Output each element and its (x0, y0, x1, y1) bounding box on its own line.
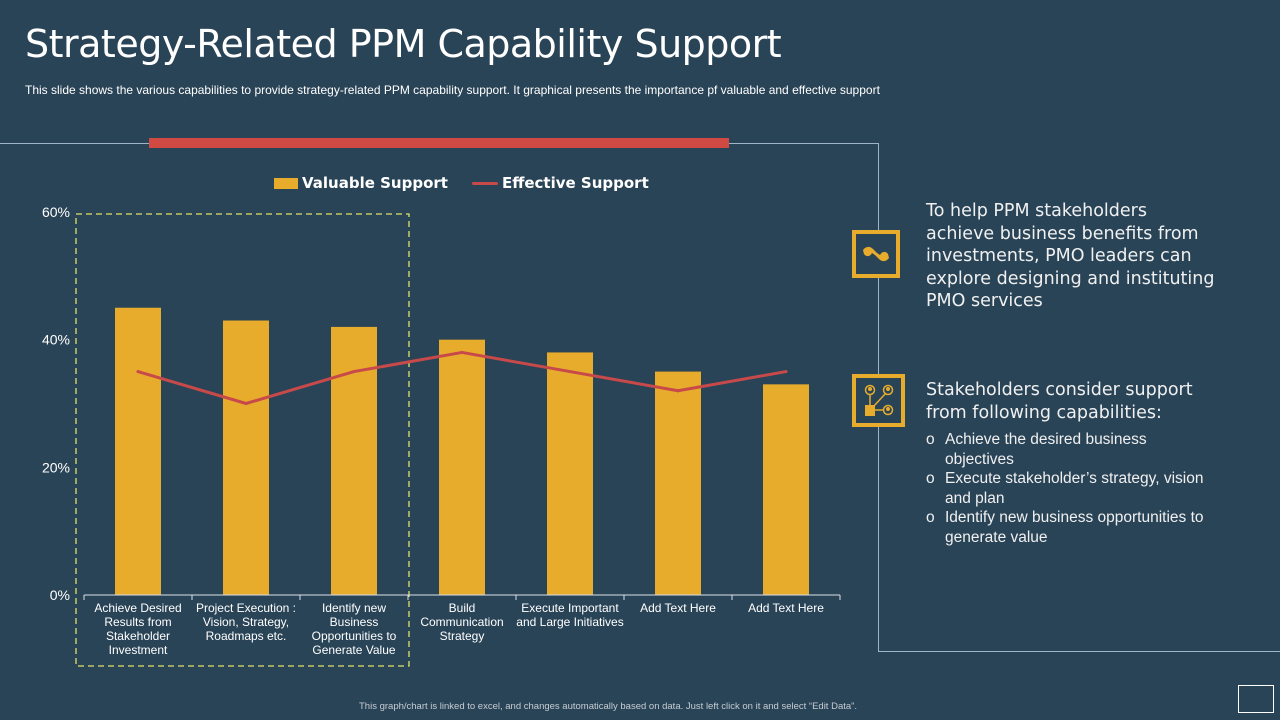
side-text-block-2: Stakeholders consider support from follo… (926, 379, 1236, 424)
placeholder-box (1238, 685, 1274, 713)
side-text-line: explore designing and instituting (926, 268, 1215, 289)
x-tick-label-line: Investment (109, 643, 168, 657)
x-tick-label-line: Add Text Here (640, 601, 716, 615)
x-tick-label-line: Execute Important (521, 601, 619, 615)
frame-line-bottom (878, 651, 1280, 652)
list-item: o Achieve the desired business objective… (926, 430, 1226, 469)
bullet-marker: o (926, 431, 935, 448)
handshake-icon-box (852, 230, 900, 278)
bar-line-chart[interactable]: 0%20%40%60%Achieve Desired Results from St… (0, 160, 860, 680)
x-tick-label-line: Stakeholder (106, 629, 170, 643)
list-item-line: objectives (945, 450, 1014, 468)
list-item-line: Achieve the desired business (945, 431, 1147, 448)
y-tick-label: 20% (42, 459, 70, 475)
bar-valuable-support (331, 326, 377, 595)
x-tick-label: Achieve Desired Results from Stakeholder In… (94, 601, 181, 657)
chart-legend: Valuable Support Effective Support (274, 174, 649, 192)
x-tick-label-line: Vision, Strategy, (203, 615, 289, 629)
point-effective-support (244, 402, 248, 405)
x-tick-label: Identify new Business Opportunities to Gene… (312, 601, 397, 657)
x-tick-label: Build Communication Strategy (420, 601, 503, 643)
list-item-line: and plan (945, 489, 1005, 507)
x-tick-label-line: Results from (104, 615, 171, 629)
highlight-box (75, 213, 410, 667)
point-effective-support (460, 350, 464, 354)
point-effective-support (568, 370, 572, 374)
frame-line-top-left (0, 143, 150, 144)
bar-valuable-support (439, 339, 485, 595)
point-effective-support (676, 389, 680, 393)
x-tick-label-line: and Large Initiatives (516, 615, 623, 629)
accent-bar (149, 138, 729, 148)
legend-label-valuable-support: Valuable Support (302, 174, 448, 192)
list-item-line: generate value (945, 528, 1048, 546)
footer-note: This graph/chart is linked to excel, and… (359, 701, 857, 712)
list-item-line: Identify new business opportunities to (945, 509, 1204, 526)
x-tick-label: Add Text Here (640, 601, 716, 615)
legend-swatch-effective-support (471, 181, 498, 185)
bullet-marker: o (926, 470, 935, 487)
x-tick-label-line: Roadmaps etc. (206, 629, 287, 643)
legend-swatch-valuable-support (274, 177, 298, 189)
bar-valuable-support (223, 320, 269, 595)
list-item: o Identify new business opportunities to… (926, 508, 1226, 547)
capabilities-list: o Achieve the desired business objective… (926, 430, 1226, 547)
x-tick-label-line: Business (330, 615, 379, 629)
bar-valuable-support (655, 371, 701, 595)
side-text-line: investments, PMO leaders can (926, 246, 1192, 266)
page-title: Strategy-Related PPM Capability Support (25, 22, 782, 66)
side-text-line: Stakeholders consider support (926, 380, 1193, 400)
side-text-block-1: To help PPM stakeholders achieve busines… (926, 200, 1236, 313)
side-text-line: PMO services (926, 291, 1043, 311)
side-text-line: To help PPM stakeholders (926, 201, 1147, 221)
page-subtitle: This slide shows the various capabilitie… (25, 83, 880, 97)
x-tick-label-line: Identify new (322, 601, 386, 615)
x-tick-label-line: Generate Value (312, 643, 395, 657)
bar-valuable-support (763, 384, 809, 595)
x-tick-label-line: Achieve Desired (94, 601, 181, 615)
point-effective-support (352, 370, 356, 374)
stakeholder-network-icon-box (852, 374, 905, 427)
bar-valuable-support (115, 307, 161, 595)
bar-valuable-support (547, 352, 593, 595)
x-tick-label-line: Build (449, 601, 476, 615)
x-tick-label-line: Opportunities to (312, 629, 397, 643)
legend-label-effective-support: Effective Support (501, 174, 649, 192)
side-text-line: from following capabilities: (926, 402, 1162, 423)
point-effective-support (136, 370, 140, 374)
bullet-marker: o (926, 509, 935, 526)
x-tick-label-line: Project Execution : (196, 601, 296, 615)
frame-line-top-right (728, 143, 878, 144)
handshake-icon (863, 246, 889, 262)
x-tick-label: Execute Important and Large Initiatives (516, 601, 623, 629)
y-tick-label: 40% (42, 332, 70, 348)
stakeholder-network-icon (864, 384, 893, 416)
side-text-line: achieve business benefits from (926, 223, 1199, 244)
x-tick-label-line: Add Text Here (748, 601, 824, 615)
point-effective-support (784, 370, 788, 374)
y-tick-label: 60% (42, 204, 70, 220)
y-tick-label: 0% (50, 587, 70, 603)
x-tick-label: Project Execution : Vision, Strategy, Road… (196, 601, 296, 643)
x-tick-label-line: Strategy (440, 629, 485, 643)
list-item: o Execute stakeholder’s strategy, vision… (926, 469, 1226, 508)
x-tick-label: Add Text Here (748, 601, 824, 615)
x-tick-label-line: Communication (420, 615, 503, 629)
list-item-line: Execute stakeholder’s strategy, vision (945, 470, 1204, 487)
